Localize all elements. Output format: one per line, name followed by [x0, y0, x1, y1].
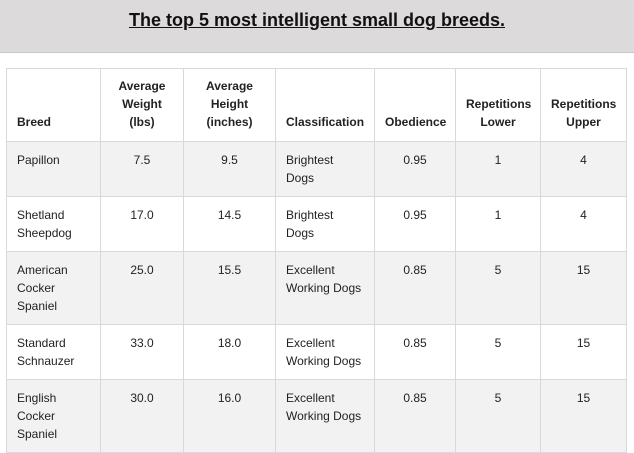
cell-height: 14.5	[183, 196, 276, 252]
cell-weight: 33.0	[100, 324, 184, 380]
cell-weight: 7.5	[100, 141, 184, 197]
table-header-row: Breed Average Weight (lbs) Average Heigh…	[6, 68, 627, 142]
cell-repetitions-upper: 4	[540, 196, 627, 252]
cell-repetitions-lower: 5	[455, 251, 541, 325]
cell-repetitions-lower: 5	[455, 379, 541, 453]
cell-weight: 30.0	[100, 379, 184, 453]
cell-height: 9.5	[183, 141, 276, 197]
cell-height: 15.5	[183, 251, 276, 325]
column-header-repetitions-lower: Repetitions Lower	[455, 68, 541, 142]
cell-obedience: 0.85	[374, 324, 456, 380]
cell-repetitions-lower: 1	[455, 196, 541, 252]
cell-breed: Papillon	[6, 141, 101, 197]
column-header-weight: Average Weight (lbs)	[100, 68, 184, 142]
cell-height: 18.0	[183, 324, 276, 380]
table-row: American Cocker Spaniel 25.0 15.5 Excell…	[6, 251, 627, 325]
column-header-obedience: Obedience	[374, 68, 456, 142]
cell-repetitions-upper: 15	[540, 251, 627, 325]
column-header-classification: Classification	[275, 68, 375, 142]
header-bar: The top 5 most intelligent small dog bre…	[0, 0, 634, 53]
cell-classification: Excellent Working Dogs	[275, 251, 375, 325]
cell-obedience: 0.85	[374, 251, 456, 325]
column-header-breed: Breed	[6, 68, 101, 142]
cell-weight: 25.0	[100, 251, 184, 325]
table-row: Standard Schnauzer 33.0 18.0 Excellent W…	[6, 324, 627, 380]
cell-repetitions-lower: 5	[455, 324, 541, 380]
cell-repetitions-lower: 1	[455, 141, 541, 197]
column-header-repetitions-upper: Repetitions Upper	[540, 68, 627, 142]
column-header-height: Average Height (inches)	[183, 68, 276, 142]
cell-obedience: 0.85	[374, 379, 456, 453]
cell-obedience: 0.95	[374, 141, 456, 197]
cell-breed: Shetland Sheepdog	[6, 196, 101, 252]
cell-classification: Brightest Dogs	[275, 141, 375, 197]
cell-breed: English Cocker Spaniel	[6, 379, 101, 453]
table-row: Papillon 7.5 9.5 Brightest Dogs 0.95 1 4	[6, 141, 627, 197]
cell-classification: Excellent Working Dogs	[275, 324, 375, 380]
cell-height: 16.0	[183, 379, 276, 453]
table-row: English Cocker Spaniel 30.0 16.0 Excelle…	[6, 379, 627, 453]
cell-breed: Standard Schnauzer	[6, 324, 101, 380]
cell-repetitions-upper: 15	[540, 324, 627, 380]
cell-classification: Brightest Dogs	[275, 196, 375, 252]
cell-repetitions-upper: 15	[540, 379, 627, 453]
page-title: The top 5 most intelligent small dog bre…	[128, 10, 506, 30]
table-row: Shetland Sheepdog 17.0 14.5 Brightest Do…	[6, 196, 627, 252]
dog-breeds-table: Breed Average Weight (lbs) Average Heigh…	[6, 68, 627, 453]
table-container: Breed Average Weight (lbs) Average Heigh…	[6, 68, 627, 453]
cell-classification: Excellent Working Dogs	[275, 379, 375, 453]
cell-weight: 17.0	[100, 196, 184, 252]
cell-breed: American Cocker Spaniel	[6, 251, 101, 325]
cell-obedience: 0.95	[374, 196, 456, 252]
cell-repetitions-upper: 4	[540, 141, 627, 197]
